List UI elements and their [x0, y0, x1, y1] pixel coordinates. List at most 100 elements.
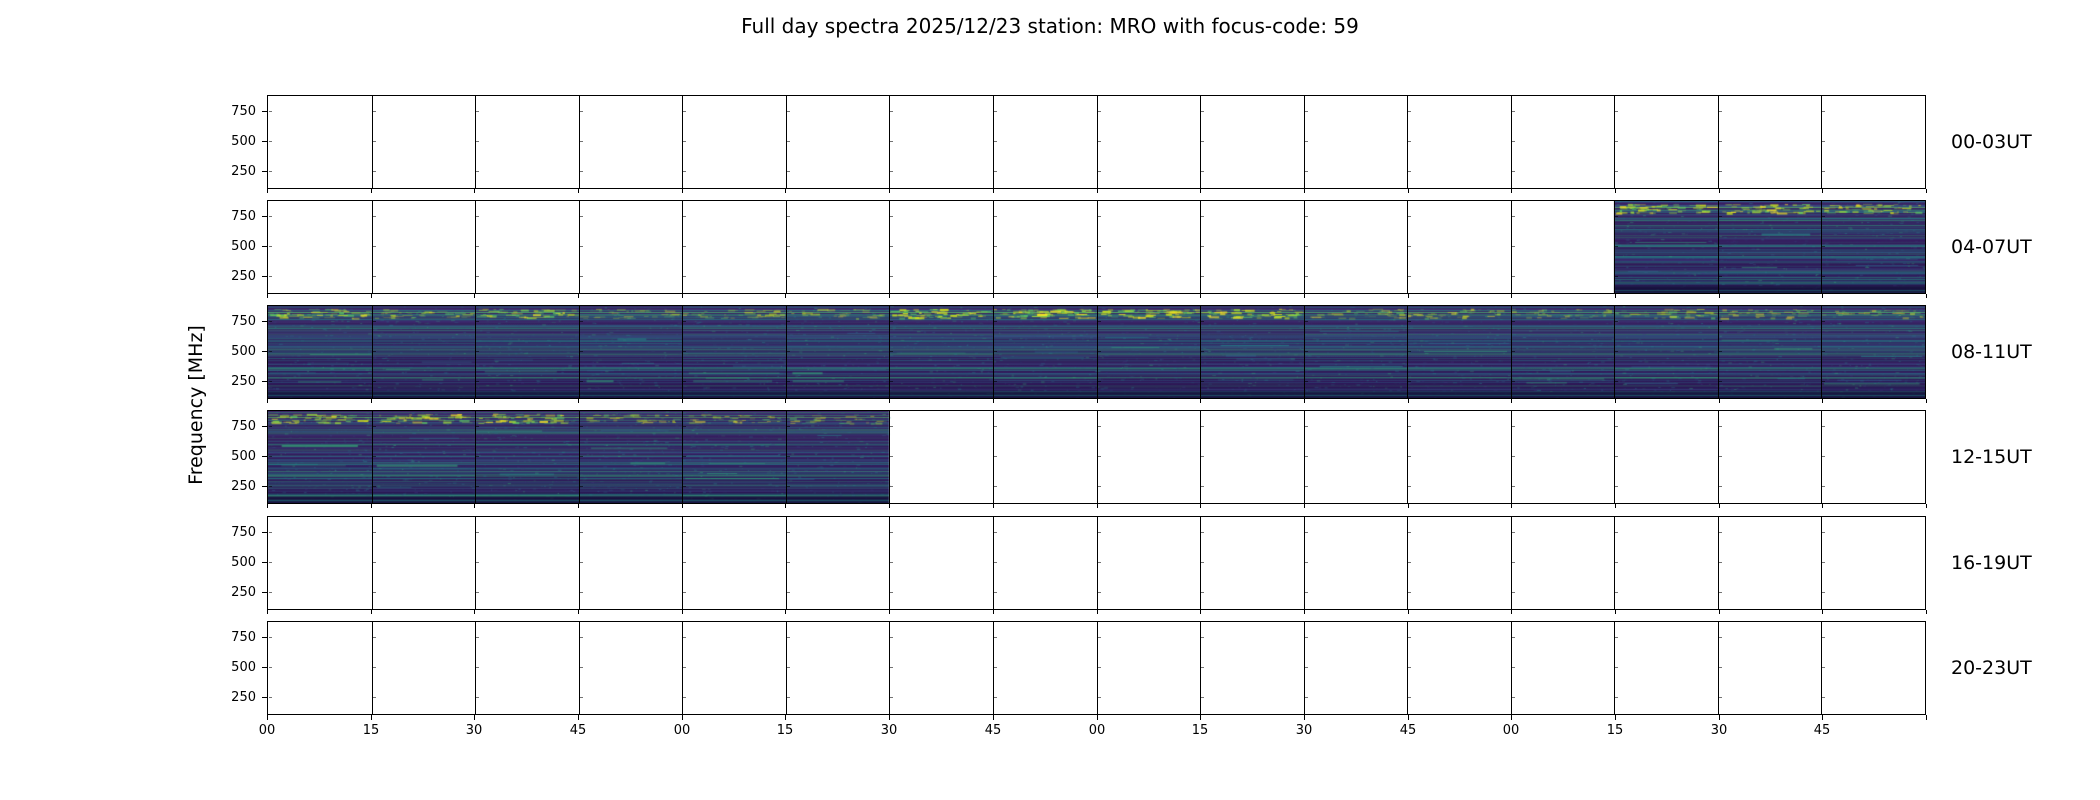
- mini-y-tick: [787, 246, 790, 247]
- mini-y-tick: [1408, 216, 1411, 217]
- mini-y-tick: [890, 171, 893, 172]
- segment-divider: [682, 96, 683, 188]
- segment-divider: [1407, 96, 1408, 188]
- mini-y-tick: [1098, 321, 1101, 322]
- x-tick-mark: [474, 399, 475, 403]
- mini-y-tick: [1305, 456, 1308, 457]
- x-tick-label: 00: [1088, 723, 1106, 738]
- mini-y-tick: [476, 246, 479, 247]
- mini-y-tick: [890, 697, 893, 698]
- spectra-row-16-19ut: 750 500 250 16-19UT: [231, 516, 2032, 610]
- mini-y-tick: [890, 381, 893, 382]
- mini-y-tick: [269, 246, 272, 247]
- segment-divider: [1821, 411, 1822, 503]
- mini-y-tick: [476, 276, 479, 277]
- mini-y-tick: [1408, 426, 1411, 427]
- mini-y-tick: [1512, 141, 1515, 142]
- mini-y-tick: [1512, 321, 1515, 322]
- mini-y-tick: [1408, 171, 1411, 172]
- mini-y-tick: [683, 276, 686, 277]
- x-tick-mark: [993, 610, 994, 614]
- mini-y-tick: [1408, 141, 1411, 142]
- x-tick-mark: [267, 189, 268, 193]
- mini-y-tick: [1201, 246, 1204, 247]
- x-tick-mark: [371, 610, 372, 614]
- mini-y-tick: [994, 216, 997, 217]
- mini-y-tick: [787, 276, 790, 277]
- x-tick-mark: [1097, 399, 1098, 403]
- mini-y-tick: [1512, 592, 1515, 593]
- mini-y-tick: [1615, 592, 1618, 593]
- x-tick-mark: [993, 399, 994, 403]
- mini-y-tick: [1719, 351, 1722, 352]
- mini-y-tick: [580, 426, 583, 427]
- y-tick-mark: [262, 667, 267, 668]
- x-tick-label: 30: [880, 723, 898, 738]
- segment-divider: [1097, 96, 1098, 188]
- segment-divider: [1511, 306, 1512, 398]
- x-tick-mark: [889, 399, 890, 403]
- x-tick-mark: [1408, 504, 1409, 508]
- mini-y-tick: [373, 276, 376, 277]
- segment-divider: [579, 411, 580, 503]
- mini-y-tick: [994, 351, 997, 352]
- mini-y-tick: [580, 141, 583, 142]
- mini-y-tick: [994, 532, 997, 533]
- mini-y-tick: [787, 697, 790, 698]
- mini-y-tick: [373, 111, 376, 112]
- mini-y-tick: [1615, 111, 1618, 112]
- y-tick-mark: [262, 216, 267, 217]
- spectrogram-canvas-08-11ut: [268, 306, 1925, 398]
- mini-y-tick: [1305, 562, 1308, 563]
- mini-y-tick: [1408, 532, 1411, 533]
- mini-y-tick: [1719, 381, 1722, 382]
- x-tick-mark: [993, 189, 994, 193]
- row-label-12-15ut: 12-15UT: [1951, 446, 2032, 468]
- x-tick-mark: [682, 504, 683, 508]
- mini-y-tick: [1822, 171, 1825, 172]
- segment-divider: [1097, 517, 1098, 609]
- mini-y-tick: [476, 426, 479, 427]
- mini-y-tick: [1719, 171, 1722, 172]
- x-tick-mark: [1200, 399, 1201, 403]
- x-tick-label: 00: [258, 723, 276, 738]
- segment-divider: [372, 96, 373, 188]
- mini-y-tick: [1305, 667, 1308, 668]
- segment-divider: [889, 622, 890, 714]
- mini-y-tick: [890, 562, 893, 563]
- x-tick-mark: [785, 399, 786, 403]
- segment-divider: [372, 201, 373, 293]
- segment-divider: [786, 622, 787, 714]
- x-tick-mark: [682, 610, 683, 614]
- mini-y-tick: [1305, 171, 1308, 172]
- y-tick-mark: [262, 141, 267, 142]
- x-tick-mark: [267, 294, 268, 298]
- mini-y-tick: [1822, 486, 1825, 487]
- segment-divider: [993, 622, 994, 714]
- mini-y-tick: [580, 637, 583, 638]
- x-tick-label: 30: [1710, 723, 1728, 738]
- figure-title: Full day spectra 2025/12/23 station: MRO…: [741, 14, 1359, 38]
- x-tick-mark: [1822, 189, 1823, 193]
- mini-y-tick: [580, 667, 583, 668]
- mini-y-tick: [1098, 276, 1101, 277]
- x-tick-mark: [993, 715, 994, 720]
- x-tick-mark: [1615, 294, 1616, 298]
- mini-y-tick: [890, 532, 893, 533]
- mini-y-tick: [1512, 246, 1515, 247]
- mini-y-tick: [994, 486, 997, 487]
- mini-y-tick: [683, 426, 686, 427]
- x-tick-mark: [578, 399, 579, 403]
- x-tick-label: 15: [362, 723, 380, 738]
- mini-y-tick: [373, 321, 376, 322]
- mini-y-tick: [1512, 276, 1515, 277]
- spectra-row-00-03ut: 750 500 250 00-03UT: [231, 95, 2032, 189]
- x-tick-mark: [1200, 504, 1201, 508]
- spectra-row-04-07ut: 750 500 250 04-07UT: [231, 200, 2032, 294]
- mini-y-tick: [373, 486, 376, 487]
- mini-y-tick: [890, 276, 893, 277]
- mini-y-tick: [373, 216, 376, 217]
- mini-y-tick: [373, 456, 376, 457]
- mini-y-tick: [994, 667, 997, 668]
